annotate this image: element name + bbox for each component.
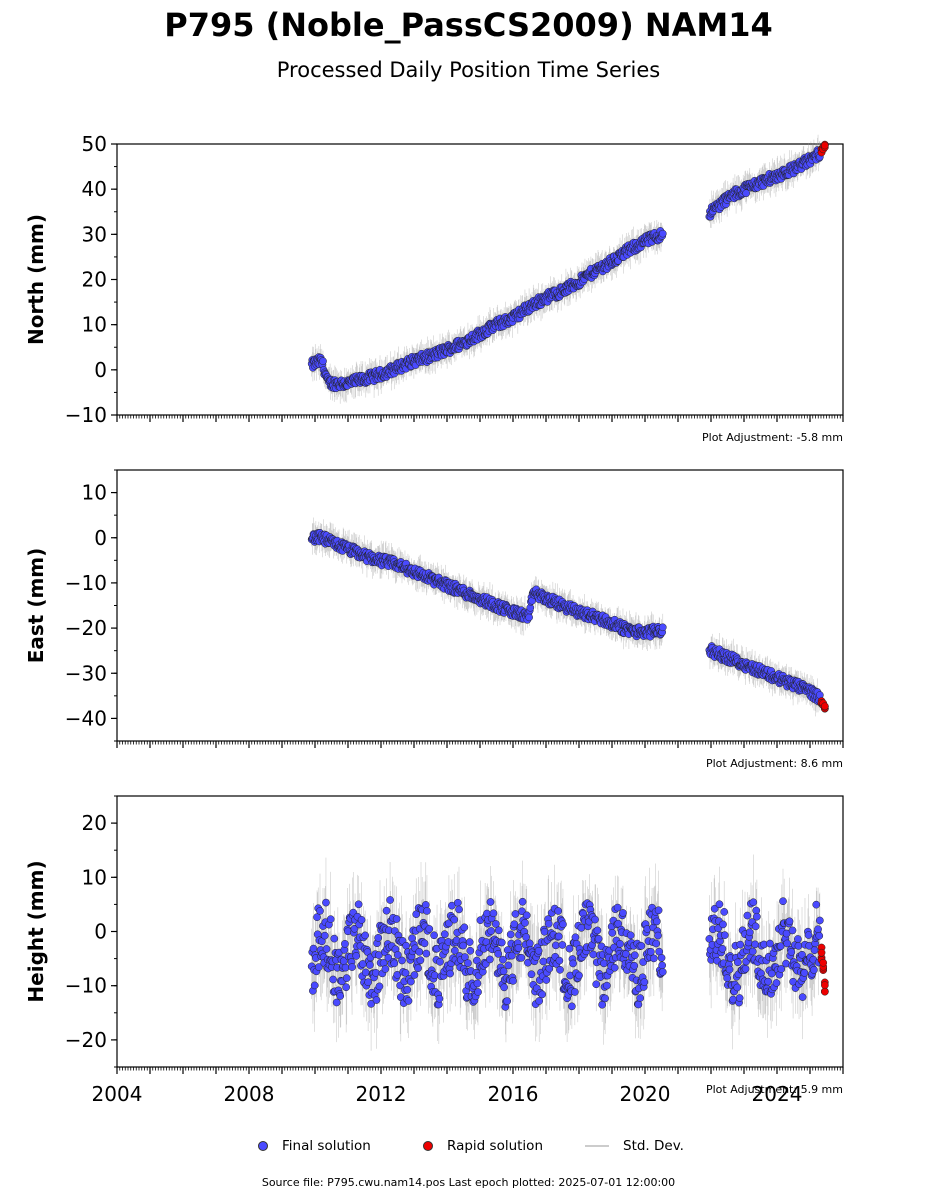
east-ytick-label: 10: [82, 481, 107, 505]
height-plot-adjustment: Plot Adjustment: 5.9 mm: [706, 1083, 843, 1096]
final-solution-point: [316, 907, 324, 915]
final-solution-point: [329, 975, 337, 984]
final-solution-point: [341, 963, 350, 972]
height-xtick-label: 2016: [488, 1082, 539, 1106]
final-solution-point: [352, 952, 361, 960]
final-solution-point: [414, 964, 422, 973]
final-solution-point: [658, 623, 667, 632]
east-ytick-label: −20: [65, 616, 107, 640]
final-solution-point: [390, 959, 399, 968]
north-ylabel: North (mm): [24, 214, 48, 345]
height-xtick-label: 2020: [620, 1082, 671, 1106]
height-xtick-label: 2008: [224, 1082, 275, 1106]
east-ytick-label: −10: [65, 571, 107, 595]
chart-subtitle: Processed Daily Position Time Series: [276, 58, 661, 82]
north-ytick-label: 50: [82, 132, 107, 156]
final-solution-point: [357, 916, 366, 924]
north-points: [307, 140, 829, 393]
final-solution-point: [330, 934, 339, 943]
final-solution-point: [382, 906, 391, 915]
east-plot-adjustment: Plot Adjustment: 8.6 mm: [706, 757, 843, 770]
height-ytick-label: −20: [65, 1028, 107, 1052]
final-solution-point: [381, 965, 390, 973]
height-ytick-label: 10: [82, 865, 107, 889]
chart-title: P795 (Noble_PassCS2009) NAM14: [164, 6, 773, 44]
final-solution-point: [348, 963, 356, 971]
north-ytick-label: 20: [82, 268, 107, 292]
final-solution-point: [332, 998, 341, 1007]
final-solution-point: [319, 357, 327, 365]
final-solution-point: [364, 978, 372, 987]
final-solution-point: [326, 915, 335, 924]
final-solution-point: [407, 977, 415, 986]
north-ytick-label: 10: [82, 313, 107, 337]
east-ylabel: East (mm): [24, 548, 48, 664]
final-solution-point: [415, 947, 424, 956]
east-ytick-label: −40: [65, 706, 107, 730]
final-solution-point: [416, 956, 425, 965]
final-solution-point: [372, 969, 380, 977]
final-solution-point: [403, 985, 412, 994]
east-ytick-label: 0: [94, 526, 107, 550]
final-solution-point: [374, 934, 383, 942]
final-solution-point: [404, 997, 413, 1005]
final-solution-point: [322, 898, 330, 907]
height-ytick-label: 20: [82, 811, 107, 835]
rapid-solution-point: [821, 141, 829, 150]
rapid-solution-point: [821, 702, 829, 711]
final-solution-point: [342, 974, 351, 982]
final-solution-point: [410, 971, 419, 979]
east-points: [307, 528, 829, 713]
final-solution-point: [392, 915, 401, 923]
final-solution-point: [310, 981, 319, 990]
north-plot-adjustment: Plot Adjustment: -5.8 mm: [702, 431, 843, 444]
final-solution-point: [398, 956, 406, 965]
final-solution-point: [658, 229, 667, 238]
height-xtick-label: 2012: [356, 1082, 407, 1106]
height-ytick-label: 0: [94, 920, 107, 944]
north-ytick-label: 40: [82, 177, 107, 201]
north-plot-frame: [116, 143, 844, 416]
final-solution-point: [402, 941, 410, 950]
final-solution-point: [375, 982, 384, 991]
final-solution-point: [361, 931, 370, 940]
north-ytick-label: 0: [94, 358, 107, 382]
height-xtick-label: 2004: [92, 1082, 143, 1106]
final-solution-point: [361, 968, 370, 977]
height-ytick-label: −10: [65, 974, 107, 998]
final-solution-point: [309, 944, 318, 953]
final-solution-point: [342, 983, 351, 992]
final-solution-point: [366, 961, 374, 969]
final-solution-point: [320, 931, 329, 940]
final-solution-point: [372, 996, 381, 1004]
north-ytick-label: 30: [82, 222, 107, 246]
final-solution-point: [336, 992, 345, 1000]
final-solution-point: [354, 900, 363, 909]
east-error-bars: [311, 517, 821, 717]
north-ytick-label: −10: [65, 403, 107, 427]
east-ytick-label: −30: [65, 661, 107, 685]
height-ylabel: Height (mm): [24, 860, 48, 1002]
final-solution-point: [386, 896, 394, 904]
final-solution-point: [525, 613, 533, 622]
final-solution-point: [322, 945, 331, 953]
height-points: [307, 896, 829, 1011]
final-solution-point: [341, 940, 349, 948]
